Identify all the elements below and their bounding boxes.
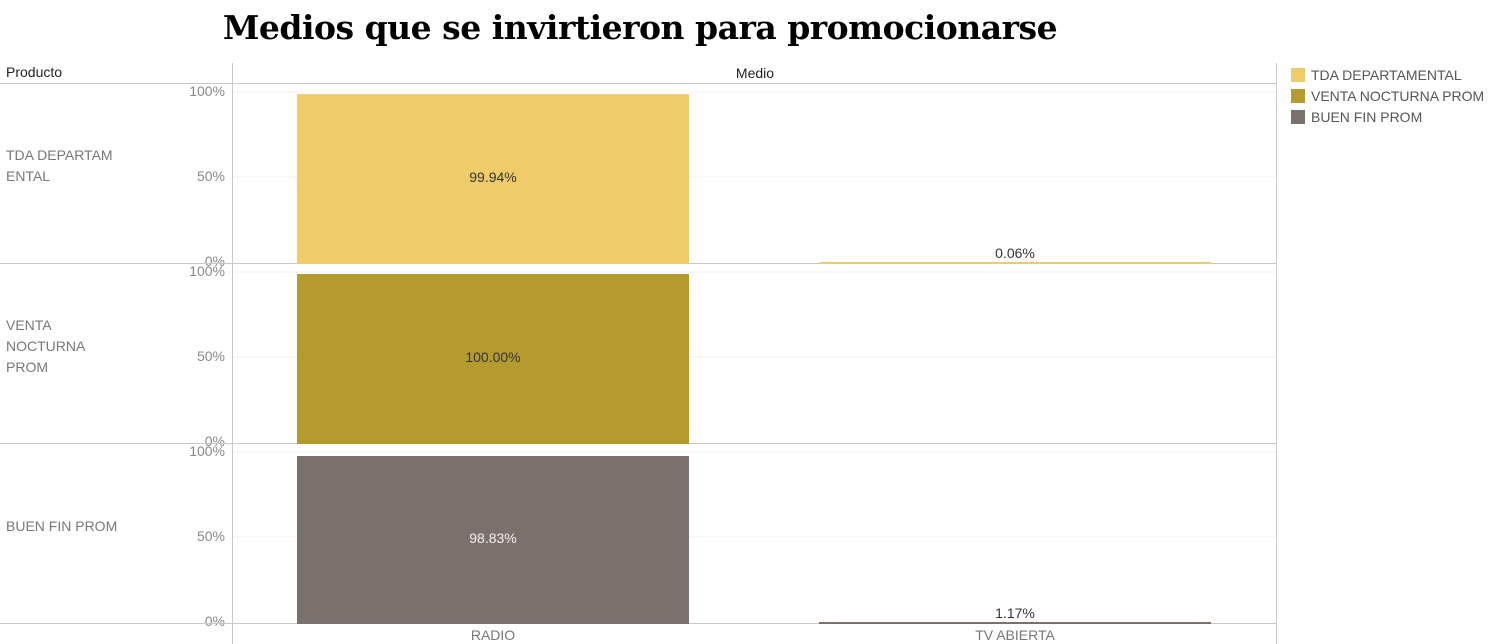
pane-left-border — [232, 63, 233, 644]
y-tick-label: 0% — [204, 253, 225, 269]
legend-label: TDA DEPARTAMENTAL — [1311, 66, 1462, 83]
y-tick-label: 50% — [196, 348, 225, 364]
y-tick-label: 0% — [204, 433, 225, 449]
y-tick-label: 100% — [189, 263, 225, 279]
bar — [297, 94, 689, 265]
y-tick-label: 0% — [204, 613, 225, 629]
row-label[interactable]: BUEN FIN PROM — [6, 517, 118, 534]
legend-swatch — [1291, 67, 1305, 82]
data-label: 0.06% — [995, 245, 1035, 261]
y-tick-label: 100% — [189, 443, 225, 459]
data-label: 1.17% — [995, 605, 1035, 621]
data-label: 98.83% — [469, 530, 516, 546]
column-dimension-header[interactable]: Medio — [735, 65, 775, 81]
row-dimension-header[interactable]: Producto — [6, 64, 63, 80]
bar — [297, 274, 689, 444]
legend-item[interactable]: VENTA NOCTURNA PROM — [1291, 85, 1484, 106]
legend-swatch — [1291, 88, 1305, 103]
y-tick-label: 50% — [196, 528, 225, 544]
legend-item[interactable]: BUEN FIN PROM — [1291, 106, 1484, 127]
data-label: 99.94% — [469, 169, 516, 185]
header-row — [0, 63, 1277, 84]
legend-item[interactable]: TDA DEPARTAMENTAL — [1291, 64, 1484, 85]
column-label-tv-abierta: TV ABIERTA — [975, 627, 1055, 643]
row-label[interactable]: TDA DEPARTAM ENTAL — [6, 147, 113, 184]
data-label: 100.00% — [465, 349, 520, 365]
y-tick-label: 50% — [196, 168, 225, 184]
legend: TDA DEPARTAMENTAL VENTA NOCTURNA PROM BU… — [1291, 64, 1484, 127]
pane-right-border — [1276, 63, 1277, 644]
y-tick-label: 100% — [189, 83, 225, 99]
column-label-radio: RADIO — [470, 627, 516, 643]
chart-title: Medios que se invirtieron para promocion… — [222, 8, 1058, 47]
legend-label: BUEN FIN PROM — [1311, 108, 1423, 125]
bar — [297, 455, 689, 624]
bar — [819, 262, 1211, 264]
legend-label: VENTA NOCTURNA PROM — [1311, 87, 1485, 104]
bar — [819, 622, 1211, 624]
row-label[interactable]: VENTA NOCTURNA PROM — [6, 316, 86, 375]
legend-swatch — [1291, 109, 1305, 124]
